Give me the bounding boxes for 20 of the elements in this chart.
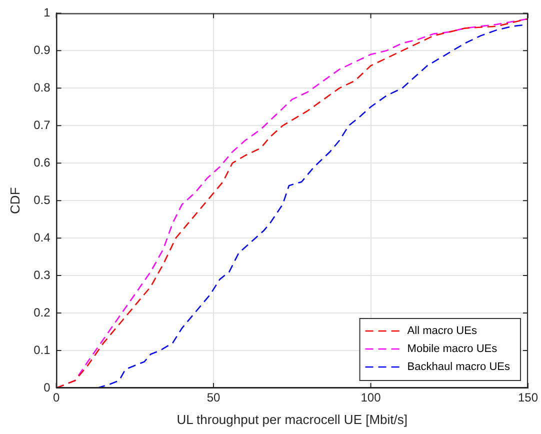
legend-label: Backhaul macro UEs (407, 361, 510, 374)
y-tick-label: 0.7 (34, 118, 51, 132)
y-tick-label: 0.9 (34, 42, 51, 57)
y-tick-label: 0.5 (34, 192, 51, 207)
legend-label: Mobile macro UEs (407, 343, 498, 356)
legend-label: All macro UEs (407, 325, 478, 338)
y-tick-label: 0.4 (34, 230, 51, 244)
x-tick-label: 0 (52, 390, 60, 405)
x-tick-label: 100 (360, 390, 382, 405)
y-axis-title: CDF (7, 187, 22, 214)
y-tick-label: 0.2 (34, 305, 51, 320)
y-tick-label: 0.6 (34, 155, 51, 170)
y-tick-label: 1 (44, 6, 51, 20)
y-tick-label: 0.1 (34, 342, 51, 357)
y-tick-label: 0 (44, 380, 51, 394)
x-tick-label: 150 (518, 390, 538, 405)
y-tick-label: 0.8 (34, 80, 51, 94)
y-tick-label: 0.3 (34, 268, 51, 282)
x-tick-label: 50 (206, 390, 221, 405)
x-axis-title: UL throughput per macrocell UE [Mbit/s] (176, 412, 408, 427)
